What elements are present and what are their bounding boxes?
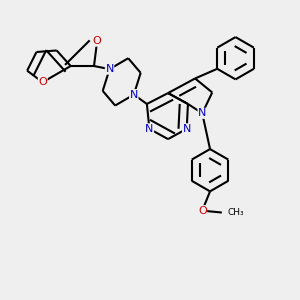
Text: N: N (198, 108, 206, 118)
Text: O: O (198, 206, 207, 216)
Text: O: O (93, 36, 101, 46)
Text: N: N (145, 124, 154, 134)
Text: N: N (182, 124, 191, 134)
Text: O: O (38, 77, 47, 87)
Text: CH₃: CH₃ (227, 208, 244, 217)
Text: N: N (130, 90, 138, 100)
Text: N: N (105, 64, 114, 74)
